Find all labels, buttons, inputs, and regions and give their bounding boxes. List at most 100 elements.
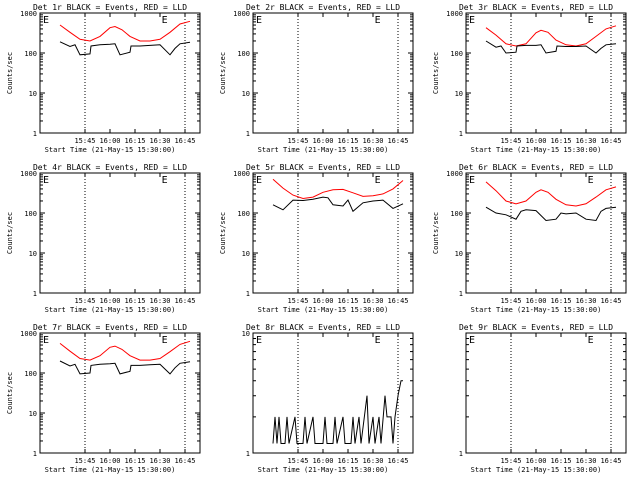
series-lld-line <box>485 25 617 47</box>
series-lld-line <box>59 340 191 361</box>
e-marker: E <box>469 15 475 26</box>
panel-det-1: Det 1r BLACK = Events, RED = LLD E E 15:45 1… <box>6 3 201 154</box>
y-axis-label: Counts/sec <box>432 212 440 254</box>
x-tick-label: 16:45 <box>174 137 195 145</box>
x-axis-label: Start Time (21-May-15 15:30:00) <box>45 146 176 154</box>
e-marker: E <box>588 15 594 26</box>
y-tick-label: 1000 <box>233 10 250 18</box>
x-tick-label: 16:15 <box>550 297 571 305</box>
x-tick-label: 16:30 <box>575 137 596 145</box>
panel-det-7: Det 7r BLACK = Events, RED = LLD E E 15:45 1… <box>6 323 201 474</box>
e-marker: E <box>375 175 381 186</box>
x-tick-label: 16:30 <box>575 297 596 305</box>
y-axis-label: Counts/sec <box>432 52 440 94</box>
y-tick-label: 10 <box>455 90 463 98</box>
panel-title: Det 1r BLACK = Events, RED = LLD <box>33 3 187 12</box>
panel-det-6: Det 6r BLACK = Events, RED = LLD E E 15:45 1… <box>432 163 627 314</box>
y-tick-label: 100 <box>24 50 37 58</box>
e-marker: E <box>375 15 381 26</box>
x-tick-label: 16:45 <box>387 297 408 305</box>
x-tick-label: 16:15 <box>337 137 358 145</box>
y-tick-label: 100 <box>24 370 37 378</box>
x-tick-label: 15:45 <box>74 457 95 465</box>
x-tick-label: 16:45 <box>600 137 621 145</box>
x-tick-label: 15:45 <box>500 137 521 145</box>
series-events-line <box>485 206 617 222</box>
y-tick-label: 1000 <box>20 170 37 178</box>
y-tick-label: 100 <box>237 210 250 218</box>
series-events-line <box>485 40 617 54</box>
e-marker: E <box>375 335 381 346</box>
y-axis-label: Counts/sec <box>6 372 14 414</box>
y-tick-label: 1000 <box>446 10 463 18</box>
y-tick-label: 1 <box>33 130 37 138</box>
panel-det-2: Det 2r BLACK = Events, RED = LLD E E 15:45 1… <box>219 3 414 154</box>
y-tick-label: 1000 <box>446 170 463 178</box>
x-tick-label: 16:15 <box>124 297 145 305</box>
plot-frame <box>465 172 627 294</box>
x-tick-label: 15:45 <box>74 297 95 305</box>
y-tick-label: 1 <box>246 290 250 298</box>
y-axis-label: Counts/sec <box>6 52 14 94</box>
x-tick-label: 15:45 <box>287 137 308 145</box>
y-tick-label: 1 <box>459 290 463 298</box>
x-tick-label: 16:30 <box>362 297 383 305</box>
x-tick-label: 16:00 <box>312 457 333 465</box>
x-tick-label: 16:00 <box>525 137 546 145</box>
y-axis-label: Counts/sec <box>6 212 14 254</box>
x-axis-label: Start Time (21-May-15 15:30:00) <box>471 306 602 314</box>
x-tick-label: 16:30 <box>149 137 170 145</box>
e-marker: E <box>469 335 475 346</box>
y-axis-label: Counts/sec <box>219 212 227 254</box>
y-tick-label: 1 <box>246 450 250 458</box>
panel-title: Det 6r BLACK = Events, RED = LLD <box>459 163 613 172</box>
x-axis-label: Start Time (21-May-15 15:30:00) <box>471 146 602 154</box>
series-lld-line <box>272 178 404 200</box>
panel-title: Det 4r BLACK = Events, RED = LLD <box>33 163 187 172</box>
x-tick-label: 16:30 <box>149 457 170 465</box>
panel-title: Det 5r BLACK = Events, RED = LLD <box>246 163 400 172</box>
series-lld-line <box>485 181 617 207</box>
x-tick-label: 16:00 <box>312 297 333 305</box>
e-marker: E <box>588 175 594 186</box>
y-tick-label: 10 <box>455 250 463 258</box>
x-tick-label: 16:00 <box>99 457 120 465</box>
y-tick-label: 10 <box>242 90 250 98</box>
x-tick-label: 16:15 <box>124 137 145 145</box>
x-tick-label: 16:45 <box>174 297 195 305</box>
e-marker: E <box>256 15 262 26</box>
e-marker: E <box>43 175 49 186</box>
series-events-line <box>59 360 191 375</box>
y-tick-label: 100 <box>237 50 250 58</box>
e-marker: E <box>256 335 262 346</box>
y-tick-label: 1 <box>459 130 463 138</box>
y-axis-label: Counts/sec <box>219 52 227 94</box>
plot-frame <box>39 12 201 134</box>
x-tick-label: 16:15 <box>337 297 358 305</box>
plot-frame <box>252 332 414 454</box>
y-tick-label: 10 <box>29 90 37 98</box>
x-tick-label: 16:00 <box>99 137 120 145</box>
y-tick-label: 10 <box>29 410 37 418</box>
y-tick-label: 1 <box>246 130 250 138</box>
e-marker: E <box>469 175 475 186</box>
x-tick-label: 16:15 <box>550 457 571 465</box>
plot-frame <box>39 332 201 454</box>
panel-title: Det 3r BLACK = Events, RED = LLD <box>459 3 613 12</box>
e-marker: E <box>162 15 168 26</box>
panel-title: Det 9r BLACK = Events, RED = LLD <box>459 323 613 332</box>
x-tick-label: 15:45 <box>74 137 95 145</box>
plot-frame <box>252 12 414 134</box>
x-tick-label: 16:00 <box>525 297 546 305</box>
x-tick-label: 15:45 <box>500 457 521 465</box>
x-tick-label: 15:45 <box>287 297 308 305</box>
x-tick-label: 16:45 <box>174 457 195 465</box>
e-marker: E <box>588 335 594 346</box>
x-tick-label: 16:45 <box>387 457 408 465</box>
panel-title: Det 8r BLACK = Events, RED = LLD <box>246 323 400 332</box>
x-tick-label: 16:30 <box>362 137 383 145</box>
e-marker: E <box>256 175 262 186</box>
series-lld-line <box>59 20 191 42</box>
e-marker: E <box>162 335 168 346</box>
